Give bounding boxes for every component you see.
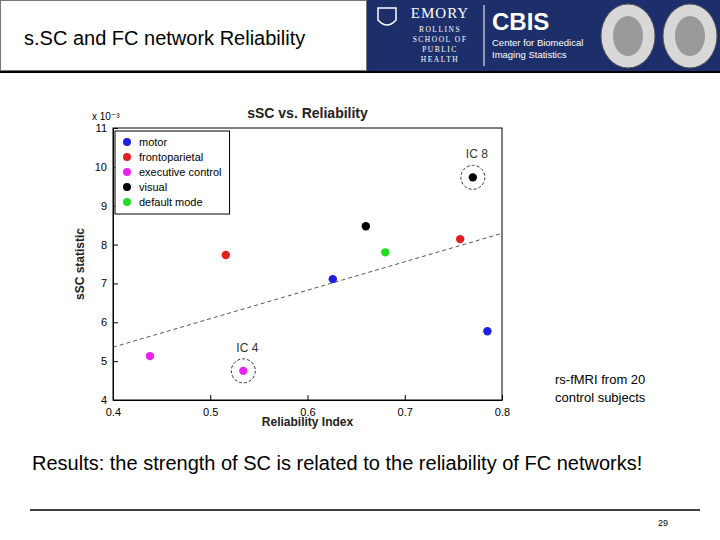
note: rs-fMRI from 20control subjects	[555, 372, 646, 405]
brain-image	[613, 16, 643, 56]
legend-marker	[123, 183, 131, 191]
legend-marker	[123, 138, 131, 146]
logo-text: Imaging Statistics	[492, 49, 567, 60]
plot-marks	[113, 173, 502, 375]
data-point	[146, 352, 154, 360]
data-point	[239, 367, 247, 375]
y-tick-label: 8	[101, 239, 107, 251]
plot-frame	[113, 128, 502, 400]
shield-icon	[378, 8, 396, 25]
data-point	[222, 251, 230, 259]
legend-marker	[123, 198, 131, 206]
x-tick-label: 0.5	[203, 406, 218, 418]
page-number: 29	[658, 518, 668, 528]
annotation-label: IC 8	[466, 147, 488, 161]
annotation-label: IC 4	[236, 341, 258, 355]
y-tick-mark	[113, 322, 118, 323]
x-tick-label: 0.7	[398, 406, 413, 418]
y-axis-title: sSC statistic	[73, 228, 87, 300]
y-tick-label: 10	[95, 161, 107, 173]
y-tick-label: 6	[101, 316, 107, 328]
series-points	[381, 248, 389, 256]
x-tick-mark	[210, 395, 211, 400]
header-rule	[0, 71, 720, 73]
series-points	[362, 173, 477, 230]
fit-line	[113, 233, 502, 347]
y-tick-mark	[113, 283, 118, 284]
y-tick: 7	[101, 277, 118, 289]
chart-title: sSC vs. Reliability	[247, 105, 368, 121]
brain-image	[675, 16, 705, 56]
annotation-circle	[461, 165, 485, 189]
y-scale-label: x 10⁻³	[92, 111, 120, 122]
y-tick-mark	[113, 245, 118, 246]
logo-text: PUBLIC	[422, 45, 458, 54]
y-tick-label: 5	[101, 355, 107, 367]
y-tick: 8	[101, 239, 118, 251]
series-points	[146, 352, 248, 375]
legend-label: motor	[139, 136, 167, 148]
conclusion: Results: the strength of SC is related t…	[32, 452, 642, 474]
x-tick: 0.5	[203, 395, 218, 418]
chart: sSC vs. Reliability0.40.50.60.70.8456789…	[73, 105, 510, 429]
header: s.SC and FC network Reliability EMORY ROLL…	[1, 0, 720, 71]
logo-text: CBIS	[492, 8, 549, 35]
x-tick: 0.7	[398, 395, 413, 418]
x-tick-mark	[308, 395, 309, 400]
y-tick: 6	[101, 316, 118, 328]
annotation-circle	[231, 359, 255, 383]
series-points	[222, 235, 465, 259]
data-point	[483, 327, 491, 335]
legend-label: executive control	[139, 166, 222, 178]
logo-text: HEALTH	[421, 55, 459, 64]
y-tick-label: 9	[101, 200, 107, 212]
footer-rule	[30, 509, 700, 511]
y-tick-label: 11	[96, 122, 107, 134]
header-box	[1, 1, 367, 71]
x-tick-label: 0.4	[106, 406, 121, 418]
x-tick-mark	[405, 395, 406, 400]
legend-box	[115, 131, 230, 214]
legend-label: visual	[139, 181, 167, 193]
logo-background	[367, 0, 720, 71]
brain-image	[663, 4, 717, 68]
y-tick-label: 7	[101, 277, 107, 289]
x-axis-title: Reliability Index	[262, 415, 354, 429]
y-tick-mark	[113, 361, 118, 362]
data-point	[329, 275, 337, 283]
slide-title: s.SC and FC network Reliability	[24, 27, 305, 49]
y-tick-label: 4	[101, 394, 107, 406]
logo: EMORY ROLLINSSCHOOL OFPUBLICHEALTH CBIS Cen…	[367, 0, 720, 71]
data-point	[381, 248, 389, 256]
legend-label: default mode	[139, 196, 203, 208]
y-tick: 5	[101, 355, 118, 367]
slide: s.SC and FC network Reliability EMORY ROLL…	[0, 0, 720, 540]
annotations: IC 8 IC 4	[231, 147, 488, 383]
legend-label: frontoparietal	[139, 151, 203, 163]
logo-text: Center for Biomedical	[492, 37, 583, 48]
data-point	[456, 235, 464, 243]
logo-text: SCHOOL OF	[413, 35, 468, 44]
legend-marker	[123, 168, 131, 176]
series-points	[329, 275, 492, 335]
logo-text: ROLLINS	[419, 25, 461, 34]
data-point	[469, 173, 477, 181]
brain-image	[601, 4, 655, 68]
logo-text: EMORY	[411, 5, 469, 21]
logo-divider	[484, 5, 485, 66]
x-tick-label: 0.8	[495, 406, 510, 418]
legend-marker	[123, 153, 131, 161]
data-point	[362, 222, 370, 230]
legend: motor frontoparietal executive control visu…	[115, 131, 230, 214]
